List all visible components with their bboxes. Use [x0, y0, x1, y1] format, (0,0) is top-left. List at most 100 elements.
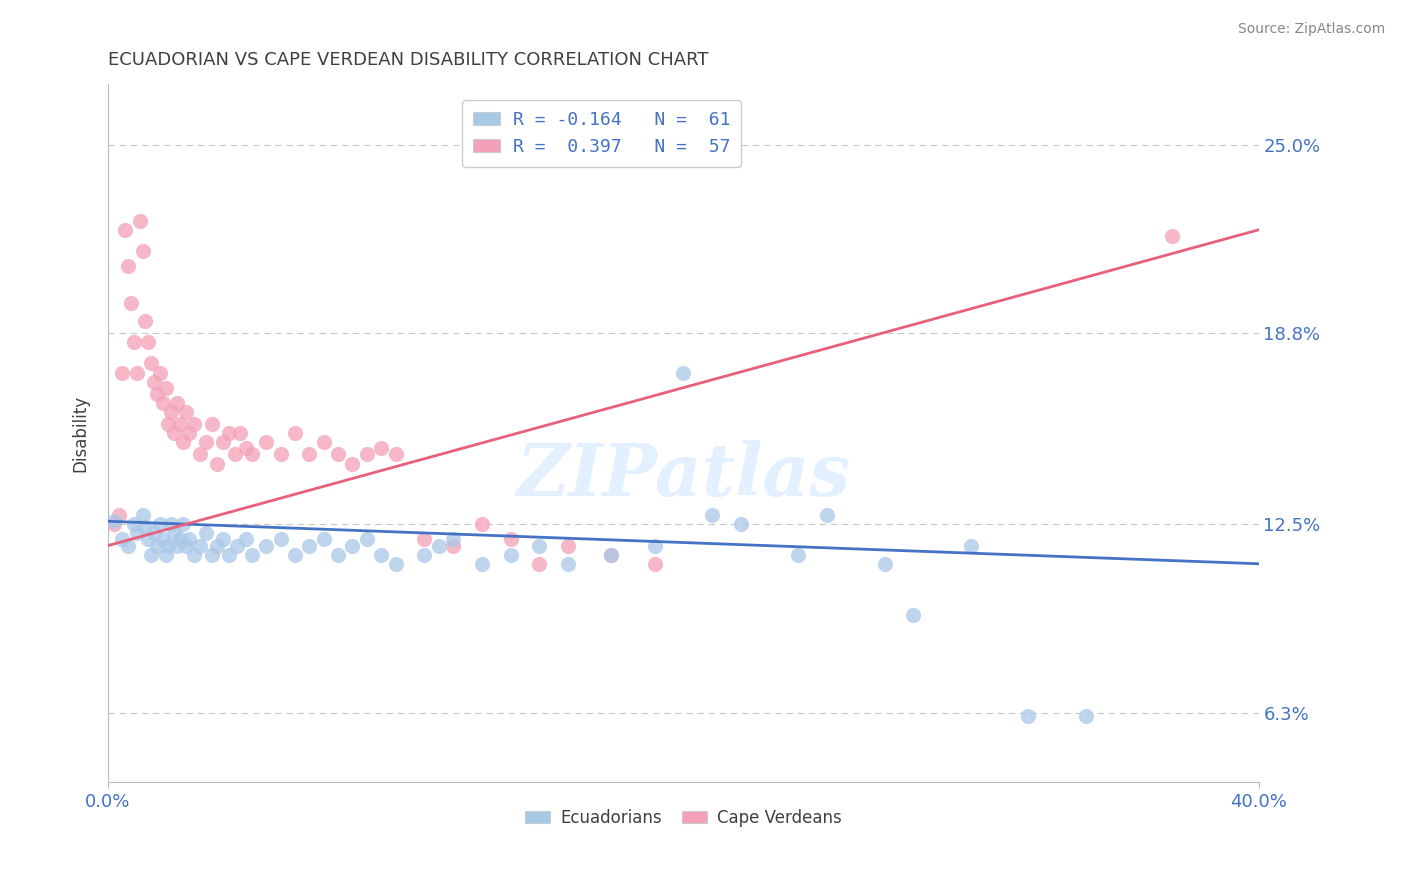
- Point: [672, 366, 695, 380]
- Point: [557, 557, 579, 571]
- Point: [312, 435, 335, 450]
- Legend: Ecuadorians, Cape Verdeans: Ecuadorians, Cape Verdeans: [519, 802, 848, 833]
- Point: [131, 508, 153, 523]
- Text: ZIPatlas: ZIPatlas: [516, 440, 851, 510]
- Point: [166, 396, 188, 410]
- Point: [103, 514, 125, 528]
- Point: [139, 356, 162, 370]
- Point: [136, 335, 159, 350]
- Point: [730, 517, 752, 532]
- Point: [240, 448, 263, 462]
- Point: [125, 366, 148, 380]
- Point: [143, 526, 166, 541]
- Point: [342, 457, 364, 471]
- Point: [312, 533, 335, 547]
- Point: [471, 517, 494, 532]
- Point: [326, 448, 349, 462]
- Point: [413, 548, 436, 562]
- Point: [169, 417, 191, 431]
- Point: [700, 508, 723, 523]
- Point: [149, 366, 172, 380]
- Point: [903, 608, 925, 623]
- Point: [152, 533, 174, 547]
- Point: [284, 548, 307, 562]
- Point: [284, 426, 307, 441]
- Point: [169, 533, 191, 547]
- Point: [370, 442, 392, 456]
- Point: [117, 539, 139, 553]
- Point: [370, 548, 392, 562]
- Point: [787, 548, 810, 562]
- Point: [157, 539, 180, 553]
- Point: [174, 405, 197, 419]
- Point: [600, 548, 623, 562]
- Point: [155, 381, 177, 395]
- Point: [298, 448, 321, 462]
- Point: [529, 557, 551, 571]
- Point: [194, 526, 217, 541]
- Point: [122, 517, 145, 532]
- Point: [212, 533, 235, 547]
- Point: [356, 448, 378, 462]
- Text: ECUADORIAN VS CAPE VERDEAN DISABILITY CORRELATION CHART: ECUADORIAN VS CAPE VERDEAN DISABILITY CO…: [108, 51, 709, 69]
- Point: [499, 533, 522, 547]
- Point: [146, 539, 169, 553]
- Point: [529, 539, 551, 553]
- Point: [229, 426, 252, 441]
- Point: [356, 533, 378, 547]
- Point: [873, 557, 896, 571]
- Point: [200, 548, 222, 562]
- Point: [218, 426, 240, 441]
- Point: [139, 548, 162, 562]
- Point: [160, 405, 183, 419]
- Point: [188, 448, 211, 462]
- Point: [177, 533, 200, 547]
- Point: [111, 533, 134, 547]
- Point: [1161, 228, 1184, 243]
- Point: [270, 448, 292, 462]
- Point: [235, 442, 257, 456]
- Point: [134, 520, 156, 534]
- Point: [177, 426, 200, 441]
- Point: [960, 539, 983, 553]
- Point: [183, 548, 205, 562]
- Point: [557, 539, 579, 553]
- Point: [254, 435, 277, 450]
- Point: [183, 417, 205, 431]
- Point: [174, 539, 197, 553]
- Point: [384, 448, 406, 462]
- Point: [134, 314, 156, 328]
- Point: [146, 386, 169, 401]
- Point: [441, 539, 464, 553]
- Point: [172, 435, 194, 450]
- Point: [152, 396, 174, 410]
- Point: [644, 539, 666, 553]
- Point: [108, 508, 131, 523]
- Point: [499, 548, 522, 562]
- Y-axis label: Disability: Disability: [72, 394, 89, 472]
- Point: [427, 539, 450, 553]
- Point: [157, 417, 180, 431]
- Point: [131, 244, 153, 258]
- Point: [224, 448, 246, 462]
- Point: [298, 539, 321, 553]
- Point: [384, 557, 406, 571]
- Point: [120, 295, 142, 310]
- Point: [218, 548, 240, 562]
- Point: [172, 517, 194, 532]
- Point: [163, 526, 186, 541]
- Point: [1017, 708, 1039, 723]
- Point: [155, 548, 177, 562]
- Point: [117, 260, 139, 274]
- Point: [114, 223, 136, 237]
- Point: [122, 335, 145, 350]
- Point: [128, 213, 150, 227]
- Point: [644, 557, 666, 571]
- Point: [342, 539, 364, 553]
- Point: [163, 426, 186, 441]
- Point: [441, 533, 464, 547]
- Point: [111, 366, 134, 380]
- Point: [254, 539, 277, 553]
- Point: [200, 417, 222, 431]
- Point: [194, 435, 217, 450]
